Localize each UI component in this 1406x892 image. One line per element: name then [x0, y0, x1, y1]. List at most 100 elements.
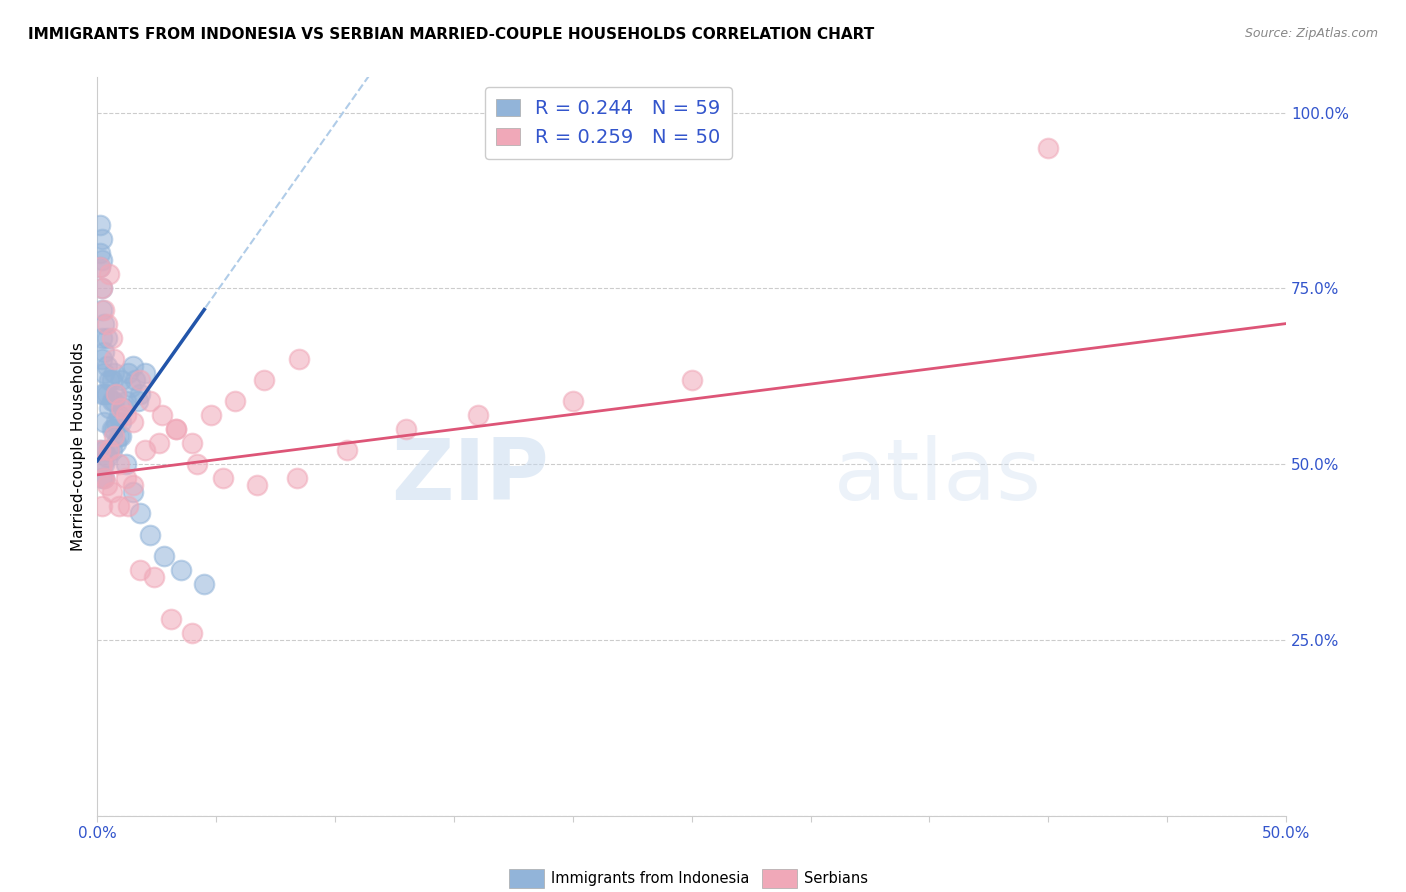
- Point: [107, 429, 129, 443]
- Point: [91, 387, 114, 401]
- Point: [98, 401, 121, 415]
- Point: [93, 317, 115, 331]
- Point: [89, 260, 111, 275]
- Text: Source: ZipAtlas.com: Source: ZipAtlas.com: [1244, 27, 1378, 40]
- Point: [93, 387, 115, 401]
- Point: [246, 478, 269, 492]
- Point: [181, 436, 204, 450]
- Point: [186, 457, 208, 471]
- Point: [100, 394, 122, 409]
- Point: [120, 380, 142, 394]
- Point: [100, 373, 122, 387]
- Point: [98, 268, 121, 282]
- Point: [105, 415, 128, 429]
- Point: [96, 331, 118, 345]
- Point: [129, 387, 152, 401]
- Point: [107, 500, 129, 514]
- Point: [89, 218, 111, 232]
- Text: ZIP: ZIP: [391, 434, 548, 517]
- Point: [129, 373, 152, 387]
- Point: [253, 373, 276, 387]
- Text: Immigrants from Indonesia: Immigrants from Indonesia: [551, 871, 749, 886]
- Point: [224, 394, 246, 409]
- Point: [129, 563, 152, 577]
- Point: [150, 408, 173, 422]
- Point: [100, 331, 122, 345]
- Point: [98, 443, 121, 458]
- Point: [200, 408, 222, 422]
- Point: [89, 246, 111, 260]
- Point: [91, 281, 114, 295]
- Point: [91, 281, 114, 295]
- Point: [1038, 141, 1060, 155]
- Point: [105, 387, 128, 401]
- Point: [122, 485, 145, 500]
- Point: [93, 415, 115, 429]
- Point: [91, 331, 114, 345]
- Point: [105, 387, 128, 401]
- Point: [138, 394, 160, 409]
- Point: [153, 549, 176, 563]
- Point: [91, 500, 114, 514]
- Point: [165, 422, 187, 436]
- Point: [138, 527, 160, 541]
- Point: [129, 507, 152, 521]
- Text: IMMIGRANTS FROM INDONESIA VS SERBIAN MARRIED-COUPLE HOUSEHOLDS CORRELATION CHART: IMMIGRANTS FROM INDONESIA VS SERBIAN MAR…: [28, 27, 875, 42]
- Point: [561, 394, 583, 409]
- Point: [122, 359, 145, 373]
- Point: [127, 394, 149, 409]
- Point: [100, 422, 122, 436]
- Point: [134, 366, 156, 380]
- Point: [110, 429, 132, 443]
- Point: [134, 443, 156, 458]
- Point: [115, 471, 138, 485]
- Point: [103, 366, 125, 380]
- Y-axis label: Married-couple Households: Married-couple Households: [72, 343, 86, 551]
- Point: [395, 422, 418, 436]
- Point: [110, 401, 132, 415]
- Point: [91, 457, 114, 471]
- Point: [93, 457, 115, 471]
- Point: [103, 422, 125, 436]
- Point: [93, 471, 115, 485]
- Point: [98, 373, 121, 387]
- Point: [105, 436, 128, 450]
- Point: [89, 443, 111, 458]
- Point: [103, 429, 125, 443]
- Point: [285, 471, 308, 485]
- Legend: R = 0.244   N = 59, R = 0.259   N = 50: R = 0.244 N = 59, R = 0.259 N = 50: [485, 87, 733, 159]
- Point: [288, 351, 311, 366]
- Point: [100, 485, 122, 500]
- Point: [89, 260, 111, 275]
- Point: [169, 563, 191, 577]
- Point: [115, 408, 138, 422]
- Point: [91, 457, 114, 471]
- Point: [93, 302, 115, 317]
- Text: atlas: atlas: [834, 434, 1042, 517]
- Point: [336, 443, 359, 458]
- Point: [117, 500, 139, 514]
- Point: [143, 570, 166, 584]
- Point: [467, 408, 489, 422]
- Point: [91, 471, 114, 485]
- Point: [124, 373, 146, 387]
- Point: [110, 373, 132, 387]
- Point: [212, 471, 235, 485]
- Point: [93, 471, 115, 485]
- Point: [112, 401, 135, 415]
- Point: [160, 612, 183, 626]
- Point: [117, 366, 139, 380]
- Text: Serbians: Serbians: [804, 871, 869, 886]
- Point: [110, 415, 132, 429]
- Point: [91, 351, 114, 366]
- Point: [193, 577, 215, 591]
- Point: [91, 232, 114, 246]
- Point: [93, 366, 115, 380]
- Point: [681, 373, 703, 387]
- Point: [93, 344, 115, 359]
- Point: [103, 394, 125, 409]
- Point: [96, 450, 118, 465]
- Point: [107, 408, 129, 422]
- Point: [107, 457, 129, 471]
- Point: [89, 443, 111, 458]
